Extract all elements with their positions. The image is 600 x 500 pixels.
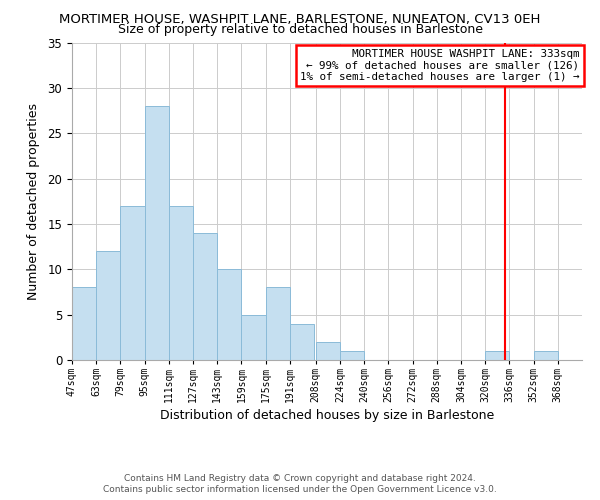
Bar [193, 233, 217, 360]
Bar [96, 251, 121, 360]
Text: Contains HM Land Registry data © Crown copyright and database right 2024.
Contai: Contains HM Land Registry data © Crown c… [103, 474, 497, 494]
Text: MORTIMER HOUSE, WASHPIT LANE, BARLESTONE, NUNEATON, CV13 0EH: MORTIMER HOUSE, WASHPIT LANE, BARLESTONE… [59, 12, 541, 26]
Text: Size of property relative to detached houses in Barlestone: Size of property relative to detached ho… [118, 22, 482, 36]
Bar [121, 206, 145, 360]
Bar [72, 288, 96, 360]
Text: MORTIMER HOUSE WASHPIT LANE: 333sqm
← 99% of detached houses are smaller (126)
1: MORTIMER HOUSE WASHPIT LANE: 333sqm ← 99… [300, 49, 580, 82]
Bar [266, 288, 290, 360]
Bar [217, 270, 241, 360]
X-axis label: Distribution of detached houses by size in Barlestone: Distribution of detached houses by size … [160, 409, 494, 422]
Bar [340, 351, 364, 360]
Bar [533, 351, 558, 360]
Bar [316, 342, 340, 360]
Bar [241, 314, 266, 360]
Bar [169, 206, 193, 360]
Y-axis label: Number of detached properties: Number of detached properties [28, 103, 40, 300]
Bar [290, 324, 314, 360]
Bar [485, 351, 509, 360]
Bar [145, 106, 169, 360]
